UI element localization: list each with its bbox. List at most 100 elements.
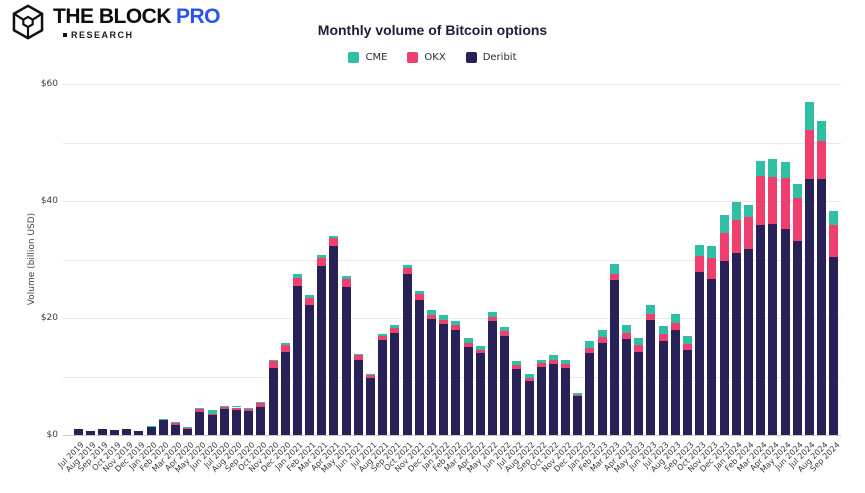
bar-Jul-2022-Deribit [512,369,522,435]
legend-item-Deribit: Deribit [465,52,517,63]
bar-Dec-2019-Deribit [134,431,144,435]
bar-Aug-2024-OKX [817,140,827,180]
bar-Apr-2021-CME [329,235,339,239]
gridline-40 [63,201,841,202]
bar-May-2020-Deribit [195,411,205,435]
bar-Jul-2023-Deribit [658,340,668,435]
bar-Sep-2023-Deribit [683,350,692,435]
bar-Nov-2021-Deribit [414,300,424,435]
bar-May-2021-OKX [341,278,351,287]
bar-Oct-2023-OKX [695,255,705,272]
legend-label-OKX: OKX [424,52,446,63]
bar-May-2021-CME [341,276,351,279]
the-block-pro-logo: THE BLOCK PRO RESEARCH [10,4,221,40]
bar-Mar-2024-CME [756,161,766,177]
bar-Mar-2020-Deribit [171,424,181,435]
bar-Sep-2022-CME [536,359,546,364]
bar-Nov-2023-OKX [707,258,717,279]
bar-May-2022-CME [487,312,497,317]
bar-Aug-2024-CME [817,120,827,141]
bar-May-2020-OKX [195,408,205,412]
bar-Nov-2023-CME [707,246,717,259]
bar-Aug-2022-CME [524,374,534,378]
bar-Jan-2023-CME [585,340,595,349]
bar-Nov-2020-OKX [268,361,278,368]
bar-May-2024-CME [780,162,790,179]
chart-legend: CME OKX Deribit [0,52,865,63]
bar-May-2023-CME [634,337,644,346]
bar-Dec-2023-Deribit [719,260,729,435]
gridline-20 [63,318,841,319]
brand-name: THE BLOCK PRO [53,4,221,30]
bar-Oct-2021-CME [402,264,412,268]
bar-Nov-2021-OKX [414,294,424,301]
bar-Aug-2021-OKX [378,336,388,341]
bar-Apr-2022-CME [475,346,485,350]
bar-Aug-2020-CME [231,406,241,408]
bar-Mar-2023-Deribit [609,279,619,435]
bar-Apr-2020-Deribit [183,428,193,435]
bar-Jul-2020-Deribit [219,409,229,435]
y-axis-title: Volume (billion USD) [27,212,37,305]
bar-Jun-2024-OKX [792,198,802,241]
bar-Feb-2023-CME [597,330,607,337]
bar-Jun-2021-Deribit [353,360,363,435]
bar-Jun-2022-OKX [500,330,510,336]
bar-Feb-2020-OKX [158,419,168,420]
bar-Sep-2019-Deribit [97,429,107,435]
brand-research-label: RESEARCH [71,30,134,40]
bar-Jan-2021-Deribit [292,285,302,435]
bar-Jul-2024-CME [804,102,814,130]
bar-Jan-2024-OKX [731,220,741,254]
bar-Apr-2021-Deribit [329,246,339,435]
bar-Feb-2021-Deribit [305,304,315,435]
bar-Dec-2021-CME [427,309,436,315]
bar-Oct-2021-Deribit [402,273,412,435]
bar-Feb-2021-CME [305,294,315,298]
bar-Mar-2024-OKX [756,176,766,225]
bar-Jan-2024-Deribit [731,253,741,435]
gridline-0 [63,435,841,436]
brand-the-block: THE BLOCK [53,5,172,28]
bar-Oct-2019-Deribit [110,429,120,435]
bar-Jul-2022-CME [512,360,522,366]
bar-Apr-2023-CME [622,325,632,334]
bar-Aug-2020-OKX [231,407,241,410]
bar-Jul-2023-CME [658,326,668,335]
bar-Dec-2020-CME [280,343,290,346]
bar-Jun-2021-OKX [353,355,363,361]
bar-Feb-2021-OKX [305,297,315,305]
bar-Dec-2023-OKX [719,233,729,261]
bar-Feb-2022-Deribit [451,329,461,435]
bar-Dec-2022-CME [573,392,583,395]
bar-Nov-2022-Deribit [561,367,571,435]
bar-Sep-2021-OKX [390,328,400,333]
legend-swatch-OKX [407,52,419,63]
bar-Aug-2023-Deribit [670,329,680,435]
bar-Apr-2020-OKX [183,427,193,429]
bar-Jan-2023-Deribit [585,353,595,435]
bar-Mar-2023-OKX [609,273,619,280]
bar-May-2024-Deribit [780,229,790,435]
bar-Oct-2022-OKX [548,359,558,364]
bar-Apr-2023-OKX [622,333,632,340]
bar-Jan-2023-OKX [585,348,595,354]
bar-May-2022-OKX [487,316,497,321]
bar-Feb-2024-OKX [743,217,753,249]
legend-label-Deribit: Deribit [482,52,517,63]
bar-Dec-2021-Deribit [427,319,436,435]
bar-Jul-2024-OKX [804,129,814,179]
bar-Jul-2021-CME [366,374,376,376]
bar-Jun-2020-CME [207,409,217,414]
bar-May-2020-CME [195,408,205,409]
bar-Jul-2021-Deribit [366,377,376,435]
bar-Nov-2022-OKX [561,363,571,368]
bar-Jan-2024-CME [731,202,741,221]
bar-Apr-2021-OKX [329,238,339,247]
bar-Jun-2023-CME [646,305,656,314]
bar-Jun-2022-Deribit [500,335,510,435]
bar-Aug-2021-Deribit [378,340,388,435]
bar-Jun-2024-CME [792,184,802,199]
bar-Sep-2021-CME [390,324,400,329]
bar-Jan-2021-CME [292,274,302,279]
